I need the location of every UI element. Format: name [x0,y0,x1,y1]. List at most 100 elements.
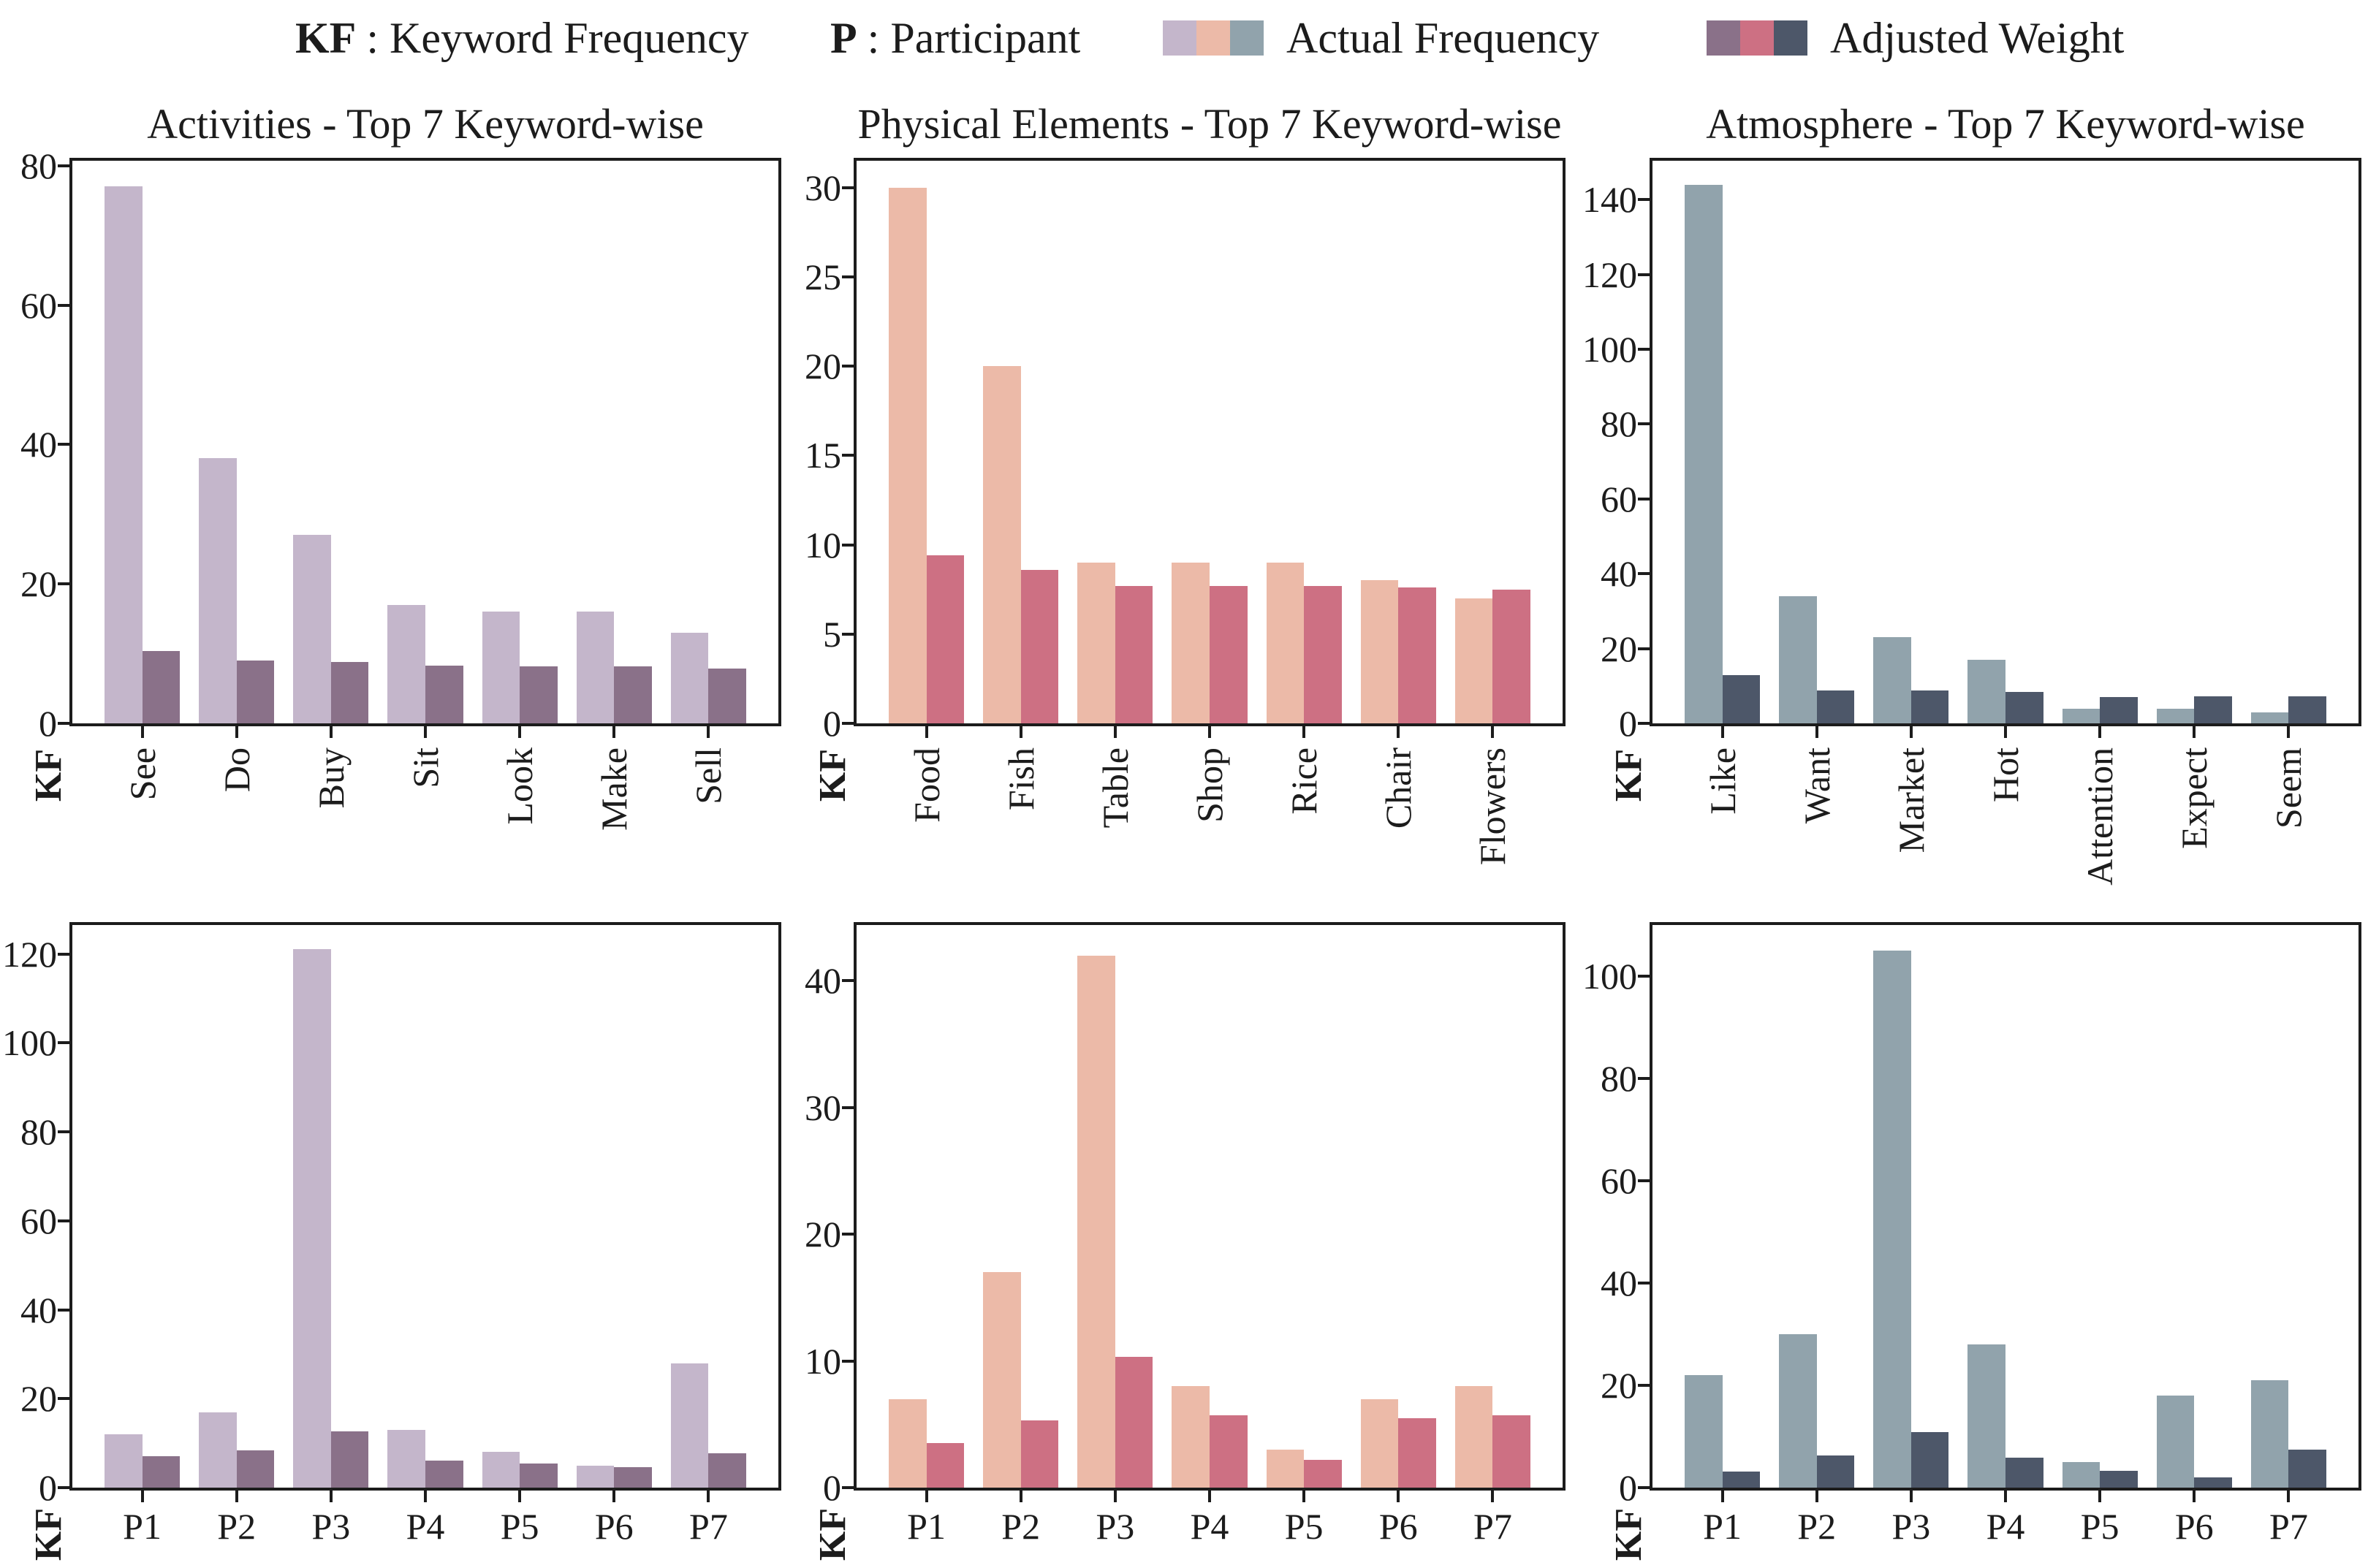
x-tick-label: Flowers [1472,747,1514,866]
bar-actual [983,366,1021,723]
y-tick-mark [1638,572,1650,576]
bar-actual [1684,184,1723,723]
bar-actual [1360,580,1399,723]
x-tick-label: Shop [1189,747,1230,823]
y-tick-mark [58,722,69,725]
bar-adjusted [2288,1450,2327,1488]
bar-adjusted [1910,1432,1949,1488]
y-axis-label: KF [812,1507,854,1561]
bar-adjusted [926,1443,965,1488]
bar-actual [387,1429,425,1488]
y-tick-label: 0 [1619,703,1637,744]
y-tick-label: 0 [823,1467,841,1508]
x-tick-label: See [121,747,163,801]
x-tick-label: Fish [1000,747,1041,811]
subplot-title: Physical Elements - Top 7 Keyword-wise [857,100,1562,148]
y-tick-label: 100 [1582,956,1637,997]
y-tick-label: 20 [1601,628,1637,669]
x-tick-label: P7 [1473,1506,1512,1547]
bar-actual [1266,563,1305,723]
x-tick-label: P3 [1096,1506,1135,1547]
bar-actual [1454,598,1493,723]
actual-frequency-swatch [1163,20,1264,56]
y-tick-mark [842,1105,854,1109]
y-tick-mark [1638,1282,1650,1285]
x-tick-label: P3 [1891,1506,1931,1547]
x-tick-label: P6 [594,1506,634,1547]
x-tick-mark [1113,1491,1117,1502]
x-tick-label: P1 [1703,1506,1742,1547]
x-tick-label: Table [1094,747,1136,829]
y-tick-mark [58,164,69,167]
bar-adjusted [1492,589,1531,723]
y-tick-label: 60 [1601,1160,1637,1201]
bar-actual [2062,708,2101,723]
legend-actual-label: Actual Frequency [1286,14,1600,62]
legend-kf-text: : Keyword Frequency [366,14,749,62]
bar-adjusted [1210,585,1248,723]
y-tick-label: 80 [20,145,57,186]
y-tick-label: 80 [20,1111,57,1153]
y-tick-mark [58,952,69,956]
bar-adjusted [2100,696,2138,723]
x-tick-mark [1208,726,1211,738]
swatch-color-cell [1163,20,1196,56]
y-tick-mark [842,722,854,725]
y-tick-label: 60 [1601,478,1637,520]
y-tick-label: 120 [2,933,57,975]
x-tick-label: P1 [123,1506,162,1547]
y-tick-label: 10 [805,524,841,566]
bar-actual [1172,1386,1210,1488]
bar-adjusted [1816,690,1855,723]
x-tick-label: P7 [689,1506,728,1547]
y-tick-mark [842,543,854,547]
bar-adjusted [236,661,275,723]
x-tick-label: Expect [2174,747,2215,849]
bar-actual [670,1363,709,1488]
y-tick-mark [1638,273,1650,276]
bar-actual [2156,1396,2195,1488]
y-tick-mark [1638,975,1650,978]
y-tick-mark [1638,1486,1650,1489]
x-tick-label: Look [499,747,541,825]
legend-p-text: : Participant [867,14,1081,62]
bar-actual [2156,708,2195,723]
y-tick-label: 40 [1601,1263,1637,1304]
bar-adjusted [2100,1470,2138,1488]
y-tick-label: 20 [805,1214,841,1255]
y-tick-label: 10 [805,1340,841,1382]
x-tick-label: Sit [405,747,446,788]
x-tick-label: Chair [1378,747,1419,829]
x-tick-mark [235,726,238,738]
bar-adjusted [614,666,652,723]
x-tick-mark [329,1491,333,1502]
x-tick-label: P4 [1986,1506,2025,1547]
y-tick-mark [842,1486,854,1489]
bar-actual [1684,1375,1723,1488]
legend-item-keyword-frequency: KF : Keyword Frequency [295,9,749,67]
bar-adjusted [1304,585,1342,723]
bar-actual [104,1434,143,1488]
y-tick-mark [58,1130,69,1134]
bar-adjusted [520,666,558,723]
x-tick-label: Want [1796,747,1837,824]
bar-actual [1360,1398,1399,1488]
x-tick-label: P1 [907,1506,946,1547]
x-tick-label: Attention [2079,747,2121,886]
y-tick-mark [1638,348,1650,351]
bar-actual [1077,955,1115,1488]
x-tick-mark [140,726,144,738]
y-tick-mark [1638,1179,1650,1182]
y-tick-label: 100 [1582,329,1637,370]
x-tick-label: P3 [311,1506,351,1547]
bar-adjusted [1816,1455,1855,1488]
x-tick-label: Make [593,747,635,831]
y-tick-mark [1638,1077,1650,1080]
y-tick-label: 30 [805,1086,841,1128]
y-tick-label: 40 [20,424,57,465]
y-tick-label: 40 [1601,553,1637,595]
bar-adjusted [1398,1417,1436,1488]
y-tick-label: 60 [20,284,57,326]
y-tick-label: 20 [20,563,57,605]
